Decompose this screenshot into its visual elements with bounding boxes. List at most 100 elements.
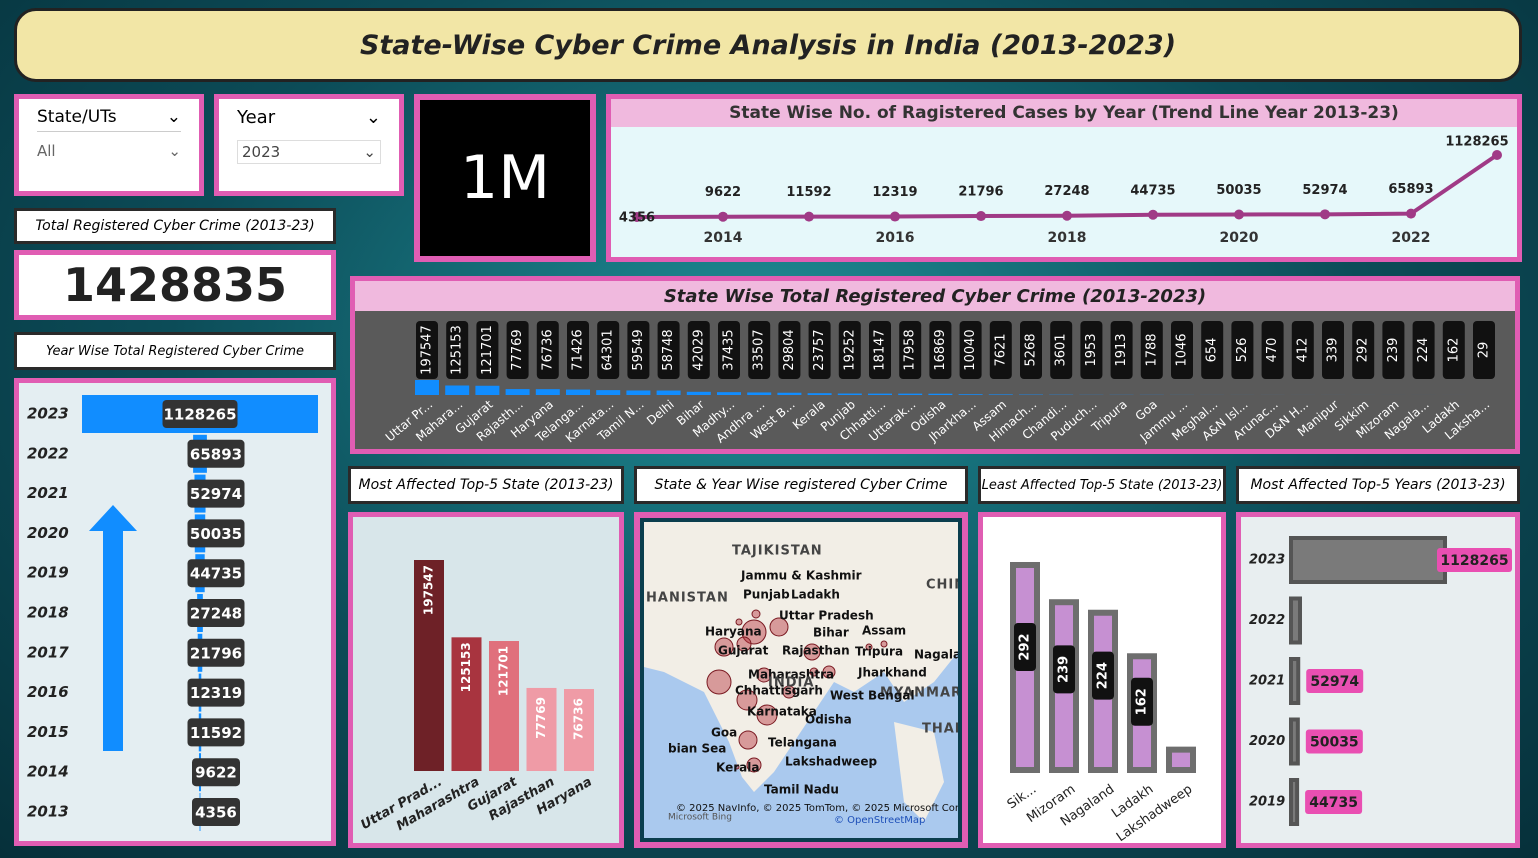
point bbox=[632, 212, 642, 222]
chart-title: Most Affected Top-5 Years (2013-23) bbox=[1236, 466, 1520, 504]
chevron: ⌄ bbox=[168, 142, 181, 160]
data-label: 224 bbox=[1416, 338, 1431, 363]
data-label: 197547 bbox=[422, 565, 436, 615]
map-label: Tripura bbox=[855, 645, 903, 659]
y-tick-label: 2019 bbox=[1249, 795, 1285, 810]
bar bbox=[451, 637, 482, 771]
bar bbox=[656, 390, 681, 395]
bar bbox=[928, 393, 953, 395]
data-label: 1128265 bbox=[163, 406, 236, 424]
point bbox=[976, 211, 986, 222]
funnel-panel bbox=[14, 378, 336, 846]
least-chart: 292Sik...239Mizoram224Nagaland162LadakhL… bbox=[1005, 562, 1196, 843]
y-tick-label: 2014 bbox=[27, 763, 69, 781]
filter-label: Year bbox=[237, 107, 276, 128]
data-label: 292 bbox=[1018, 633, 1033, 660]
map-label: Maharashtra bbox=[748, 668, 834, 682]
data-label: 64301 bbox=[601, 329, 616, 370]
card-title: Total Registered Cyber Crime (2013-23) bbox=[14, 208, 336, 244]
map-label: Tamil Nadu bbox=[764, 783, 839, 797]
map-label: MYANMAR bbox=[880, 686, 958, 701]
label-box bbox=[1322, 321, 1344, 379]
data-label: 12319 bbox=[190, 684, 242, 702]
chart-title: State & Year Wise registered Cyber Crime bbox=[634, 466, 968, 504]
land bbox=[644, 522, 958, 792]
bar bbox=[807, 393, 832, 395]
y-tick-label: 2020 bbox=[1249, 734, 1285, 749]
label-box bbox=[929, 321, 952, 379]
label-box bbox=[506, 321, 529, 379]
data-label: 18147 bbox=[873, 329, 888, 370]
y-tick-label: 2019 bbox=[27, 564, 69, 582]
label-box bbox=[1305, 790, 1363, 814]
top5-panel bbox=[348, 512, 624, 848]
label-box bbox=[959, 321, 982, 379]
map-label: Kerala bbox=[716, 761, 759, 775]
data-label: 16869 bbox=[933, 329, 948, 370]
data-label: 4356 bbox=[619, 211, 655, 226]
bar bbox=[415, 380, 439, 395]
data-label: 52974 bbox=[1302, 183, 1347, 198]
arrow-decoration bbox=[89, 505, 137, 751]
bar bbox=[717, 392, 741, 395]
data-label: 50035 bbox=[190, 525, 242, 543]
label-box bbox=[1050, 321, 1073, 379]
map-label: THAILAND bbox=[922, 722, 958, 737]
data-label: 58748 bbox=[661, 329, 676, 370]
data-label: 76736 bbox=[572, 698, 586, 740]
label-box bbox=[1291, 321, 1314, 379]
filter-label: State/UTs bbox=[37, 107, 117, 127]
data-label: 470 bbox=[1265, 338, 1280, 363]
year-filter[interactable]: Year ⌄ 2023 ⌄ bbox=[214, 94, 404, 196]
data-label: 239 bbox=[1386, 338, 1401, 363]
point bbox=[1148, 209, 1158, 220]
label-box bbox=[187, 519, 245, 548]
data-label: 44735 bbox=[190, 565, 242, 583]
data-label: 3601 bbox=[1054, 333, 1069, 366]
data-label: 42029 bbox=[691, 329, 706, 370]
y-tick-label: 2021 bbox=[1249, 674, 1285, 689]
label-box bbox=[192, 758, 240, 787]
data-label: 37435 bbox=[722, 329, 737, 370]
bar bbox=[505, 389, 530, 395]
bar bbox=[475, 385, 500, 395]
bar bbox=[445, 385, 470, 395]
bar bbox=[566, 389, 590, 395]
label-box bbox=[1352, 321, 1375, 379]
chevron: ⌄ bbox=[365, 107, 381, 128]
bar bbox=[489, 641, 519, 771]
x-tick-label: 2020 bbox=[1220, 230, 1259, 246]
label-box bbox=[1306, 669, 1364, 693]
label-box bbox=[1437, 548, 1512, 572]
data-label: 65893 bbox=[190, 445, 242, 463]
map-label: Gujarat bbox=[718, 644, 769, 658]
data-label: 52974 bbox=[190, 485, 242, 503]
data-label: 11592 bbox=[786, 185, 831, 200]
data-label: 44735 bbox=[1130, 183, 1175, 198]
label-box bbox=[1171, 321, 1193, 379]
data-label: 292 bbox=[1356, 338, 1371, 363]
bar bbox=[1289, 536, 1447, 584]
label-box bbox=[416, 321, 438, 379]
attribution: © 2025 NavInfo, © 2025 TomTom, © 2025 Mi… bbox=[676, 803, 958, 814]
bar bbox=[837, 393, 862, 395]
bar bbox=[564, 689, 594, 771]
point bbox=[1234, 209, 1244, 220]
data-label: 33507 bbox=[752, 329, 767, 370]
land bbox=[894, 722, 944, 822]
y-tick-label: 2015 bbox=[27, 723, 69, 741]
label-box bbox=[1305, 729, 1363, 754]
bar bbox=[1289, 717, 1300, 766]
bar bbox=[777, 392, 802, 395]
state-filter[interactable]: State/UTs ⌄ All ⌄ bbox=[14, 94, 204, 196]
map-label: INDIA bbox=[768, 676, 814, 691]
map-label: Chhattisgarh bbox=[735, 684, 823, 698]
data-label: 44735 bbox=[1309, 795, 1358, 811]
label-box bbox=[838, 321, 861, 379]
map-label: Nagaland bbox=[914, 648, 958, 662]
x-tick-label: 2022 bbox=[1392, 230, 1431, 246]
label-box bbox=[187, 678, 245, 707]
map-label: Odisha bbox=[805, 713, 852, 727]
data-label: 59549 bbox=[631, 329, 646, 370]
label-box bbox=[1231, 321, 1254, 379]
